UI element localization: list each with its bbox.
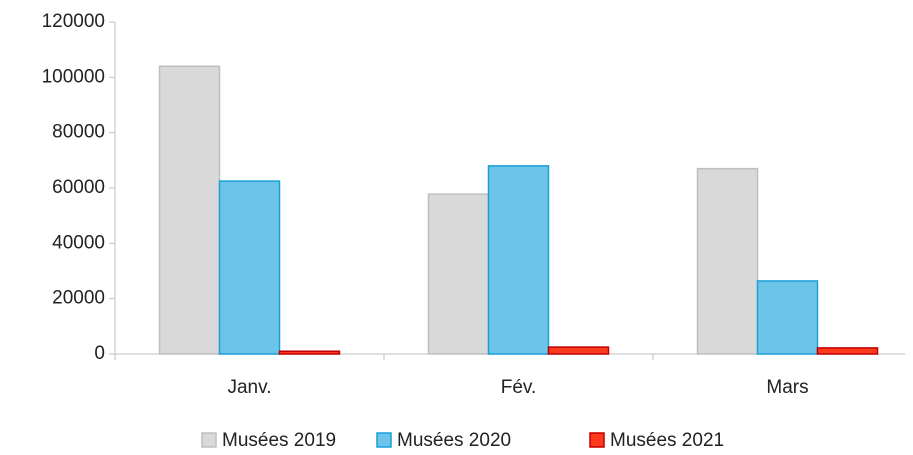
legend-label: Musées 2021 [610, 430, 724, 451]
legend-label: Musées 2020 [397, 430, 511, 451]
bar [427, 193, 490, 355]
bar [487, 165, 550, 355]
legend-swatch [201, 432, 217, 448]
y-tick-label: 40000 [52, 232, 105, 253]
y-tick-label: 0 [94, 343, 105, 364]
y-tick-label: 80000 [52, 122, 105, 143]
bar [158, 65, 221, 355]
bar [218, 180, 281, 355]
bar [696, 167, 759, 355]
x-tick-label: Fév. [501, 377, 537, 398]
bar [547, 346, 610, 355]
legend-label: Musées 2019 [222, 430, 336, 451]
y-tick-label: 100000 [42, 66, 105, 87]
legend-swatch [376, 432, 392, 448]
y-tick-label: 20000 [52, 288, 105, 309]
x-tick-label: Janv. [227, 377, 271, 398]
bar [756, 280, 819, 355]
bar [278, 350, 341, 355]
x-tick-label: Mars [766, 377, 808, 398]
y-tick-label: 120000 [42, 11, 105, 32]
bar [816, 347, 879, 355]
y-tick-label: 60000 [52, 177, 105, 198]
legend-swatch [589, 432, 605, 448]
